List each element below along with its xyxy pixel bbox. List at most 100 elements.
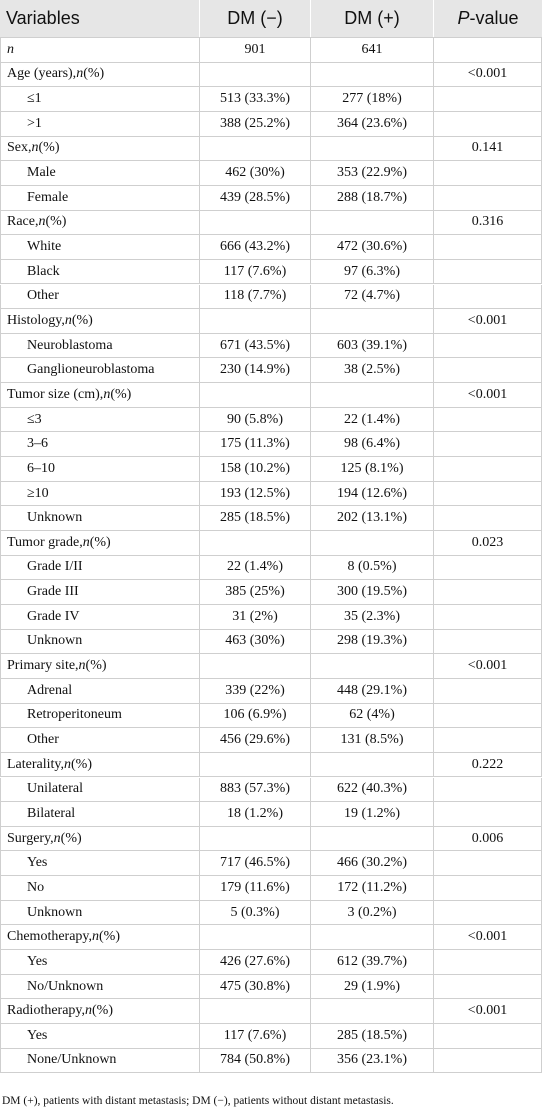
table-cell: 8 (0.5%) [311, 555, 434, 580]
group-label: n [85, 1003, 93, 1019]
cell-text: 901 [244, 41, 266, 57]
table-cell: <0.001 [434, 654, 542, 678]
header-text: DM (−) [227, 8, 283, 28]
row-label: Yes [27, 855, 48, 871]
cell-text: 466 (30.2%) [337, 855, 407, 871]
table-cell: Yes [0, 851, 200, 876]
table-cell [200, 62, 311, 87]
table-cell: 194 (12.6%) [311, 481, 434, 506]
table-cell: ≤1 [0, 87, 200, 111]
table-cell: 5 (0.3%) [200, 900, 311, 925]
table-cell: 717 (46.5%) [200, 851, 311, 876]
cell-text: 285 (18.5%) [220, 510, 290, 526]
cell-text: 90 (5.8%) [227, 411, 283, 427]
table-row: Yes 117 (7.6%) 285 (18.5%) [0, 1024, 542, 1049]
table-cell [434, 777, 542, 802]
table-cell [200, 925, 311, 950]
table-cell: Grade IV [0, 604, 200, 629]
table-cell: 622 (40.3%) [311, 777, 434, 802]
table-row: 3–6 175 (11.3%) 98 (6.4%) [0, 432, 542, 458]
cell-text: 19 (1.2%) [344, 805, 400, 821]
cell-text: 364 (23.6%) [337, 115, 407, 131]
table-cell [434, 629, 542, 654]
cell-text: 285 (18.5%) [337, 1027, 407, 1043]
table-cell: 277 (18%) [311, 87, 434, 111]
table-cell [434, 1048, 542, 1073]
p-value: <0.001 [467, 386, 508, 402]
p-value: <0.001 [467, 929, 508, 945]
table-row: None/Unknown 784 (50.8%) 356 (23.1%) [0, 1048, 542, 1074]
row-label: >1 [27, 115, 42, 131]
header-cell: P -value [434, 0, 542, 37]
row-label: 3–6 [27, 436, 48, 452]
table-cell [434, 580, 542, 604]
table-cell [200, 210, 311, 235]
table-cell: 513 (33.3%) [200, 87, 311, 111]
cell-text: 22 (1.4%) [227, 559, 283, 575]
table-cell: 666 (43.2%) [200, 235, 311, 259]
table-cell: 671 (43.5%) [200, 333, 311, 358]
table-cell: Tumor grade, n (%) [0, 531, 200, 555]
table-row: Primary site, n (%) <0.001 [0, 654, 542, 679]
table-row: Yes 426 (27.6%) 612 (39.7%) [0, 950, 542, 975]
table-cell: Other [0, 728, 200, 752]
cell-text: 883 (57.3%) [220, 781, 290, 797]
table-cell: 603 (39.1%) [311, 333, 434, 358]
table-row: Surgery, n (%) 0.006 [0, 826, 542, 852]
table-cell [311, 62, 434, 87]
table-cell: 131 (8.5%) [311, 728, 434, 752]
cell-text: 641 [361, 41, 383, 57]
group-label: n [92, 929, 100, 945]
table-cell: 0.006 [434, 826, 542, 851]
table-cell: Race, n (%) [0, 210, 200, 235]
table-row: Bilateral 18 (1.2%) 19 (1.2%) [0, 802, 542, 827]
table-cell: Adrenal [0, 678, 200, 703]
group-label: Histology, [7, 312, 65, 328]
table-cell [434, 457, 542, 481]
header-text: Variables [6, 8, 80, 28]
table-cell: 472 (30.6%) [311, 235, 434, 259]
table-row: Unilateral 883 (57.3%) 622 (40.3%) [0, 777, 542, 803]
table-cell: Male [0, 161, 200, 185]
table-row: ≤3 90 (5.8%) 22 (1.4%) [0, 407, 542, 433]
table-row: Unknown 5 (0.3%) 3 (0.2%) [0, 900, 542, 926]
header-text: P [457, 8, 470, 28]
table-cell [311, 752, 434, 777]
table-cell [311, 383, 434, 407]
table-cell [200, 654, 311, 678]
table-cell [200, 383, 311, 407]
table-row: Adrenal 339 (22%) 448 (29.1%) [0, 678, 542, 704]
table-row: 6–10 158 (10.2%) 125 (8.1%) [0, 457, 542, 482]
group-label: Tumor size (cm), [7, 386, 104, 402]
cell-text: 179 (11.6%) [220, 879, 290, 895]
table-cell: Grade I/II [0, 555, 200, 580]
table-cell: ≥10 [0, 481, 200, 506]
table-cell: Tumor size (cm), n (%) [0, 383, 200, 407]
table-row: Tumor grade, n (%) 0.023 [0, 531, 542, 556]
table-cell: 90 (5.8%) [200, 407, 311, 432]
table-cell: 97 (6.3%) [311, 259, 434, 284]
table-cell [434, 481, 542, 506]
table-cell [434, 333, 542, 358]
table-cell [311, 654, 434, 678]
cell-text: 277 (18%) [342, 91, 402, 107]
table-cell: 118 (7.7%) [200, 284, 311, 309]
table-cell [434, 185, 542, 210]
table-cell: <0.001 [434, 309, 542, 333]
cell-text: 117 (7.6%) [223, 1027, 287, 1043]
table-row: Age (years), n (%) <0.001 [0, 62, 542, 88]
table-cell [311, 826, 434, 851]
table-cell: 285 (18.5%) [200, 506, 311, 530]
table-cell: 125 (8.1%) [311, 457, 434, 481]
cell-text: 513 (33.3%) [220, 91, 290, 107]
table-cell: Female [0, 185, 200, 210]
table-cell: Histology, n (%) [0, 309, 200, 333]
group-label: (%) [99, 929, 121, 945]
table-cell: 388 (25.2%) [200, 111, 311, 136]
cell-text: 462 (30%) [225, 165, 285, 181]
cell-text: 98 (6.4%) [344, 436, 400, 452]
cell-text: 475 (30.8%) [220, 978, 290, 994]
group-label: (%) [92, 1003, 114, 1019]
row-label: None/Unknown [27, 1052, 117, 1068]
table-row: Retroperitoneum 106 (6.9%) 62 (4%) [0, 703, 542, 729]
